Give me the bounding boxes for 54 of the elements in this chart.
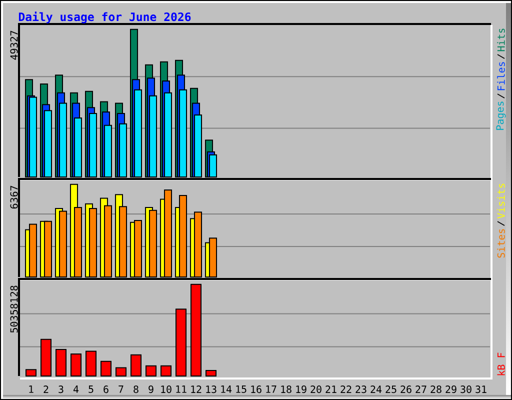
x-tick-label: 3 — [58, 386, 64, 394]
bar — [40, 338, 52, 376]
bar — [160, 365, 172, 376]
x-tick-label: 14 — [221, 386, 232, 393]
x-tick-label: 10 — [161, 386, 172, 394]
x-tick-label: 4 — [73, 386, 79, 393]
bar — [130, 354, 142, 376]
x-tick-label: 27 — [416, 386, 426, 393]
x-tick-label: 8 — [134, 386, 138, 394]
x-tick-label: 24 — [370, 386, 382, 393]
x-tick-label: 1 — [29, 386, 34, 393]
text: kB F — [497, 352, 505, 376]
text: Visits — [497, 184, 505, 219]
x-tick-label: 21 — [326, 386, 336, 393]
chart-title: Daily usage for June 2026 — [18, 12, 191, 24]
x-tick-label: 22 — [340, 386, 352, 393]
x-tick-label: 12 — [191, 386, 202, 393]
bar — [56, 348, 67, 376]
x-tick-label: 19 — [296, 386, 306, 394]
x-tick-label: 13 — [206, 386, 216, 394]
bar — [206, 370, 217, 376]
x-tick-label: 17 — [266, 386, 276, 393]
text: Hits — [497, 28, 505, 52]
x-tick-label: 6 — [104, 386, 108, 394]
text: 6367 — [10, 186, 18, 209]
x-tick-label: 25 — [386, 386, 396, 394]
x-tick-label: 16 — [251, 386, 262, 394]
bar — [86, 350, 97, 376]
x-tick-label: 18 — [281, 386, 292, 394]
x-tick-label: 7 — [118, 386, 124, 393]
x-tick-label: 29 — [446, 386, 456, 394]
bar — [70, 354, 82, 376]
legend-label: Sites — [497, 229, 505, 258]
bar — [146, 365, 157, 376]
bar — [190, 284, 202, 376]
bar — [100, 360, 112, 376]
x-tick-label: 15 — [236, 386, 246, 393]
text: 50358128 — [10, 286, 18, 333]
text: 49327 — [10, 30, 18, 60]
legend-label: Files — [497, 62, 505, 90]
x-tick-label: 23 — [356, 386, 366, 394]
x-tick-label: 26 — [400, 386, 412, 394]
x-tick-label: 28 — [430, 386, 442, 394]
x-tick-label: 30 — [460, 386, 472, 394]
x-tick-label: 31 — [476, 386, 486, 394]
bar — [26, 369, 37, 376]
x-tick-label: 5 — [88, 386, 94, 393]
x-tick-label: 2 — [44, 386, 48, 393]
legend-label: Pages — [496, 102, 506, 130]
x-tick-label: 9 — [148, 386, 154, 394]
bar — [176, 308, 187, 376]
x-tick-label: 20 — [310, 386, 322, 394]
bar — [116, 367, 127, 376]
x-tick-label: 11 — [176, 386, 186, 393]
